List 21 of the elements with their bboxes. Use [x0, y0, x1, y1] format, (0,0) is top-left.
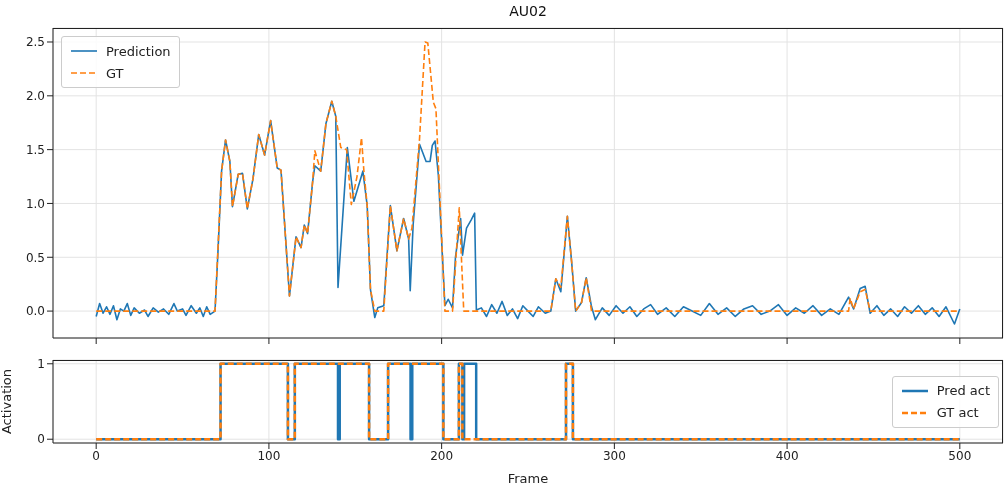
x-axis-title: Frame — [507, 471, 549, 486]
y-tick-label: 0.0 — [25, 304, 45, 319]
legend-label: Prediction — [106, 43, 171, 59]
y-tick-label: 1.0 — [25, 196, 45, 211]
x-tick-label: 0 — [92, 448, 100, 463]
chart-title: AU02 — [508, 3, 548, 19]
legend-label: Pred act — [936, 383, 990, 398]
y-tick-label: 2.0 — [25, 89, 45, 104]
y-tick-label: 0 — [37, 432, 45, 447]
y-axis-title: Activation — [0, 368, 14, 435]
x-tick-label: 400 — [775, 448, 799, 463]
x-tick-label: 300 — [602, 448, 626, 463]
legend-label: GT — [106, 65, 124, 81]
y-tick-label: 1.5 — [25, 142, 45, 157]
y-tick-label: 1 — [37, 357, 45, 372]
x-tick-label: 200 — [430, 448, 454, 463]
y-tick-label: 0.5 — [25, 250, 45, 265]
legend-label: GT act — [936, 405, 979, 420]
x-tick-label: 100 — [257, 448, 281, 463]
x-tick-label: 500 — [948, 448, 972, 463]
y-tick-label: 2.5 — [25, 35, 45, 50]
